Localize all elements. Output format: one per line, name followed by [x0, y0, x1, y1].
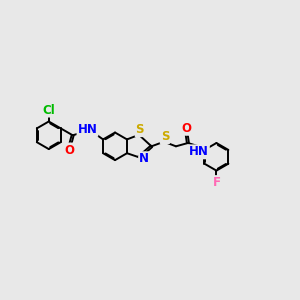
Text: HN: HN [189, 145, 209, 158]
Text: S: S [136, 123, 144, 136]
Text: O: O [64, 143, 74, 157]
Text: Cl: Cl [42, 103, 55, 117]
Text: N: N [139, 152, 149, 165]
Text: S: S [160, 130, 169, 143]
Text: HN: HN [77, 123, 98, 136]
Text: O: O [182, 122, 191, 135]
Text: F: F [212, 176, 220, 189]
